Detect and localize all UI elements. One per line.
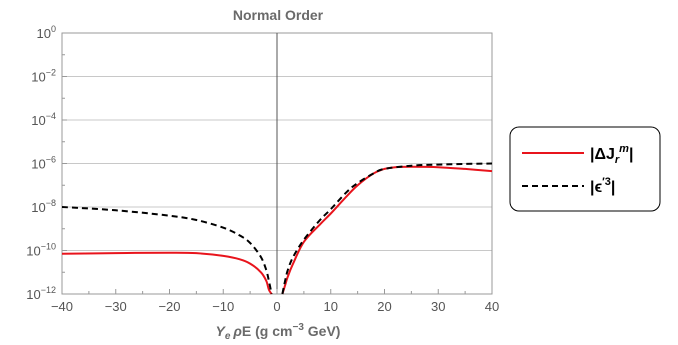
series-2-line-negative — [61, 206, 273, 295]
chart-title: Normal Order — [233, 7, 324, 23]
series-1-line-positive — [281, 165, 493, 295]
x-axis-ticks: −40 −30 −20 −10 0 10 20 30 40 — [51, 289, 499, 314]
x-tick-label: 10 — [324, 299, 338, 314]
series-1-line-negative — [61, 251, 273, 295]
y-tick-label: 10−10 — [26, 242, 56, 259]
y-axis-ticks: 100 10−2 10−4 10−6 10−8 10−10 10−12 — [26, 24, 67, 302]
x-tick-label: 0 — [273, 299, 280, 314]
y-tick-label: 10−4 — [31, 111, 56, 128]
legend: |ΔJrm| |ϵ′3| — [509, 126, 661, 212]
x-tick-label: −10 — [212, 299, 234, 314]
y-tick-label: 10−12 — [26, 285, 56, 302]
x-tick-label: −40 — [51, 299, 73, 314]
y-tick-label: 10−6 — [31, 155, 56, 172]
series-2-line-positive — [281, 162, 493, 295]
legend-label-series-2: |ϵ′3| — [590, 176, 615, 196]
series-lines — [61, 162, 493, 295]
legend-box — [509, 126, 661, 212]
y-tick-label: 10−2 — [31, 68, 56, 85]
x-tick-label: −20 — [158, 299, 180, 314]
y-tick-label: 10−8 — [31, 198, 56, 215]
x-tick-label: 20 — [377, 299, 391, 314]
y-tick-label: 100 — [37, 24, 56, 41]
x-axis-label: Ye ρE (g cm−3 GeV) — [216, 322, 341, 342]
legend-label-series-1: |ΔJrm| — [590, 143, 633, 166]
x-tick-label: 30 — [431, 299, 445, 314]
x-tick-label: −30 — [105, 299, 127, 314]
x-tick-label: 40 — [485, 299, 499, 314]
